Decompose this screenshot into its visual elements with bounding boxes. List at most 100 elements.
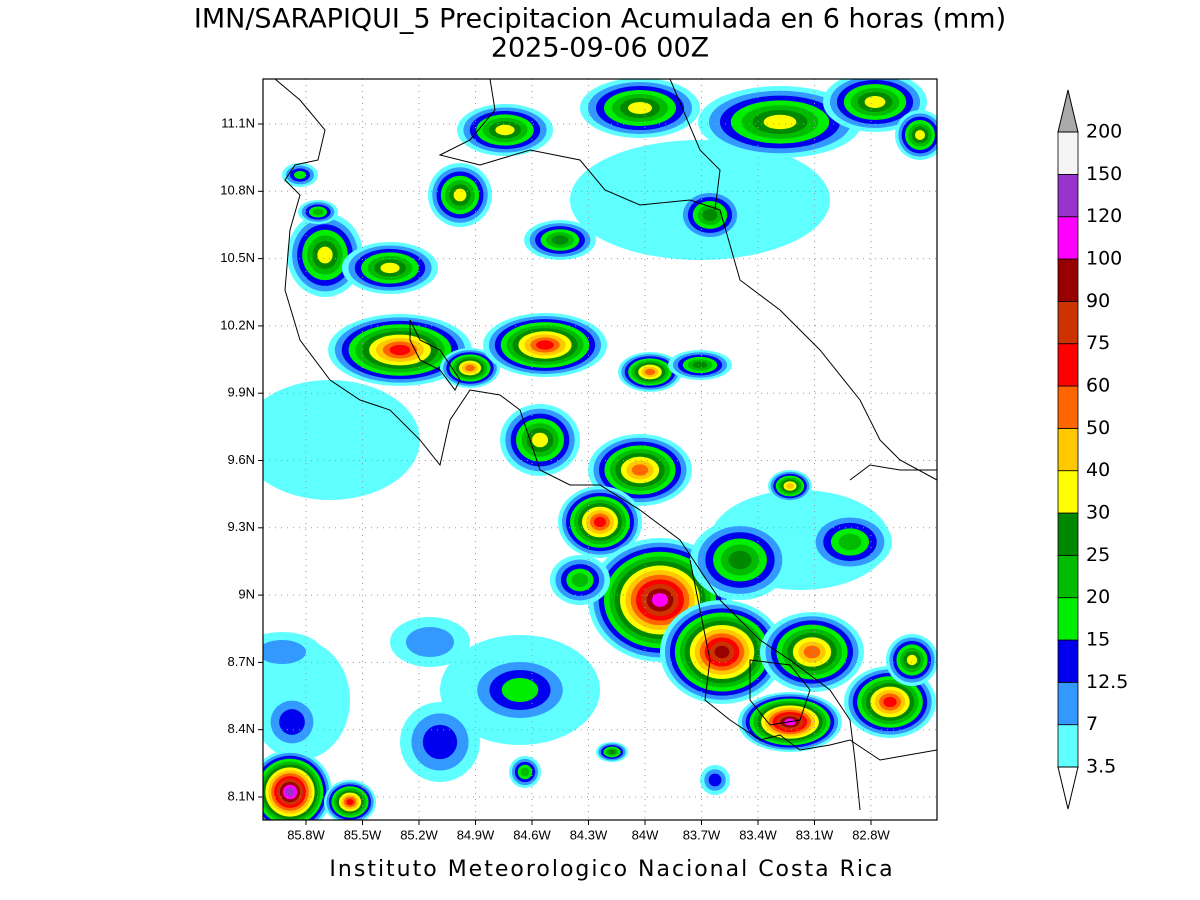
colorbar-label: 120 <box>1086 205 1122 227</box>
rain-area <box>631 464 649 476</box>
colorbar-label: 60 <box>1086 375 1110 397</box>
lon-label: 82.8W <box>852 827 890 842</box>
rain-area <box>465 364 475 372</box>
rain-area <box>786 483 794 489</box>
border <box>438 79 937 481</box>
rain-area <box>380 262 400 274</box>
colorbar-over <box>1057 89 1079 133</box>
rain-area <box>803 645 821 659</box>
rain-area <box>692 361 708 369</box>
rain-area <box>702 209 718 221</box>
lat-label: 11.1N <box>221 115 255 130</box>
lat-label: 9N <box>238 587 255 602</box>
lat-label: 10.2N <box>220 317 255 332</box>
coastline <box>749 659 811 726</box>
colorbar-label: 90 <box>1086 290 1110 312</box>
colorbar-label: 3.5 <box>1086 756 1116 778</box>
lon-label: 83.4W <box>739 827 777 842</box>
rain-area <box>406 627 454 657</box>
rain-area <box>536 340 554 350</box>
colorbar-bin <box>1057 597 1079 641</box>
rain-area <box>551 235 569 245</box>
colorbar-bin <box>1057 724 1079 768</box>
map-frame <box>262 78 938 821</box>
colorbar-bin <box>1057 385 1079 429</box>
lat-label: 8.7N <box>228 654 255 669</box>
rain-area <box>495 124 515 136</box>
rain-area <box>285 787 295 797</box>
rain-area <box>728 550 752 570</box>
rain-area <box>263 380 420 500</box>
colorbar-label: 30 <box>1086 502 1110 524</box>
lat-label: 10.8N <box>220 183 255 198</box>
coastline <box>849 464 937 481</box>
rain-area <box>906 654 918 666</box>
rain-area <box>652 593 668 607</box>
colorbar-bin <box>1057 258 1079 302</box>
colorbar-label: 75 <box>1086 332 1110 354</box>
rain-area <box>838 533 862 551</box>
lat-label: 9.6N <box>228 452 255 467</box>
footer: Instituto Meteorologico Nacional Costa R… <box>329 857 894 882</box>
lon-label: 85.8W <box>287 827 325 842</box>
lon-label: 83.7W <box>683 827 721 842</box>
lat-label: 9.9N <box>228 385 255 400</box>
rain-area <box>520 767 530 777</box>
rain-area <box>501 678 539 702</box>
rain-area <box>279 709 305 735</box>
lon-label: 84.3W <box>570 827 608 842</box>
coastlines <box>274 79 937 811</box>
precipitation-field <box>263 79 937 820</box>
colorbar-bin <box>1057 300 1079 345</box>
lon-label: 83.1W <box>796 827 834 842</box>
border <box>689 559 937 761</box>
colorbar-label: 150 <box>1086 163 1122 185</box>
colorbar-bin <box>1057 343 1079 387</box>
rain-area <box>628 102 652 114</box>
rain-area <box>453 188 467 202</box>
lat-label: 9.3N <box>228 519 255 534</box>
rain-area <box>317 246 333 264</box>
rain-area <box>532 432 548 448</box>
lon-label: 85.5W <box>344 827 382 842</box>
lon-label: 85.2W <box>400 827 438 842</box>
colorbar-bin <box>1057 681 1079 726</box>
rain-area <box>915 130 925 140</box>
colorbar-label: 25 <box>1086 544 1110 566</box>
grid: 11.1N 10.8N 10.5N 10.2N 9.9N 9.6N 9.3N 9N 8.7N 8.… <box>220 79 937 842</box>
rain-area <box>571 573 589 587</box>
rain-area <box>294 171 306 179</box>
rain-area <box>644 368 656 376</box>
colorbar-label: 40 <box>1086 459 1110 481</box>
colorbar-label: 20 <box>1086 586 1110 608</box>
colorbar-bin <box>1057 131 1079 175</box>
colorbar-label: 50 <box>1086 417 1110 439</box>
rain-area <box>714 645 730 659</box>
colorbar-bin <box>1057 173 1079 218</box>
rain-area <box>346 798 354 806</box>
colorbar-bin <box>1057 216 1079 260</box>
colorbar-bin <box>1057 427 1079 472</box>
colorbar-under <box>1057 766 1079 810</box>
coastline <box>274 79 861 811</box>
rain-area <box>422 724 458 760</box>
lat-label: 8.4N <box>228 721 255 736</box>
rain-area <box>883 696 897 708</box>
colorbar-label: 100 <box>1086 248 1122 270</box>
lon-label: 84.6W <box>513 827 551 842</box>
rain-area <box>708 773 722 787</box>
rain-area <box>594 516 606 528</box>
rain-area <box>389 344 411 356</box>
colorbar-bin <box>1057 639 1079 683</box>
lat-label: 10.5N <box>220 250 255 265</box>
lat-label: 8.1N <box>228 788 255 803</box>
rain-area <box>608 749 616 755</box>
colorbar-label: 15 <box>1086 629 1110 651</box>
lon-label: 84W <box>632 827 659 842</box>
coastline <box>409 319 461 391</box>
coastline <box>669 79 721 211</box>
rain-area <box>864 96 886 108</box>
colorbar: 3.5 7 12.5 15 20 25 30 40 50 60 75 90 100 120 150 200 <box>1057 89 1128 810</box>
rain-area <box>263 640 306 664</box>
